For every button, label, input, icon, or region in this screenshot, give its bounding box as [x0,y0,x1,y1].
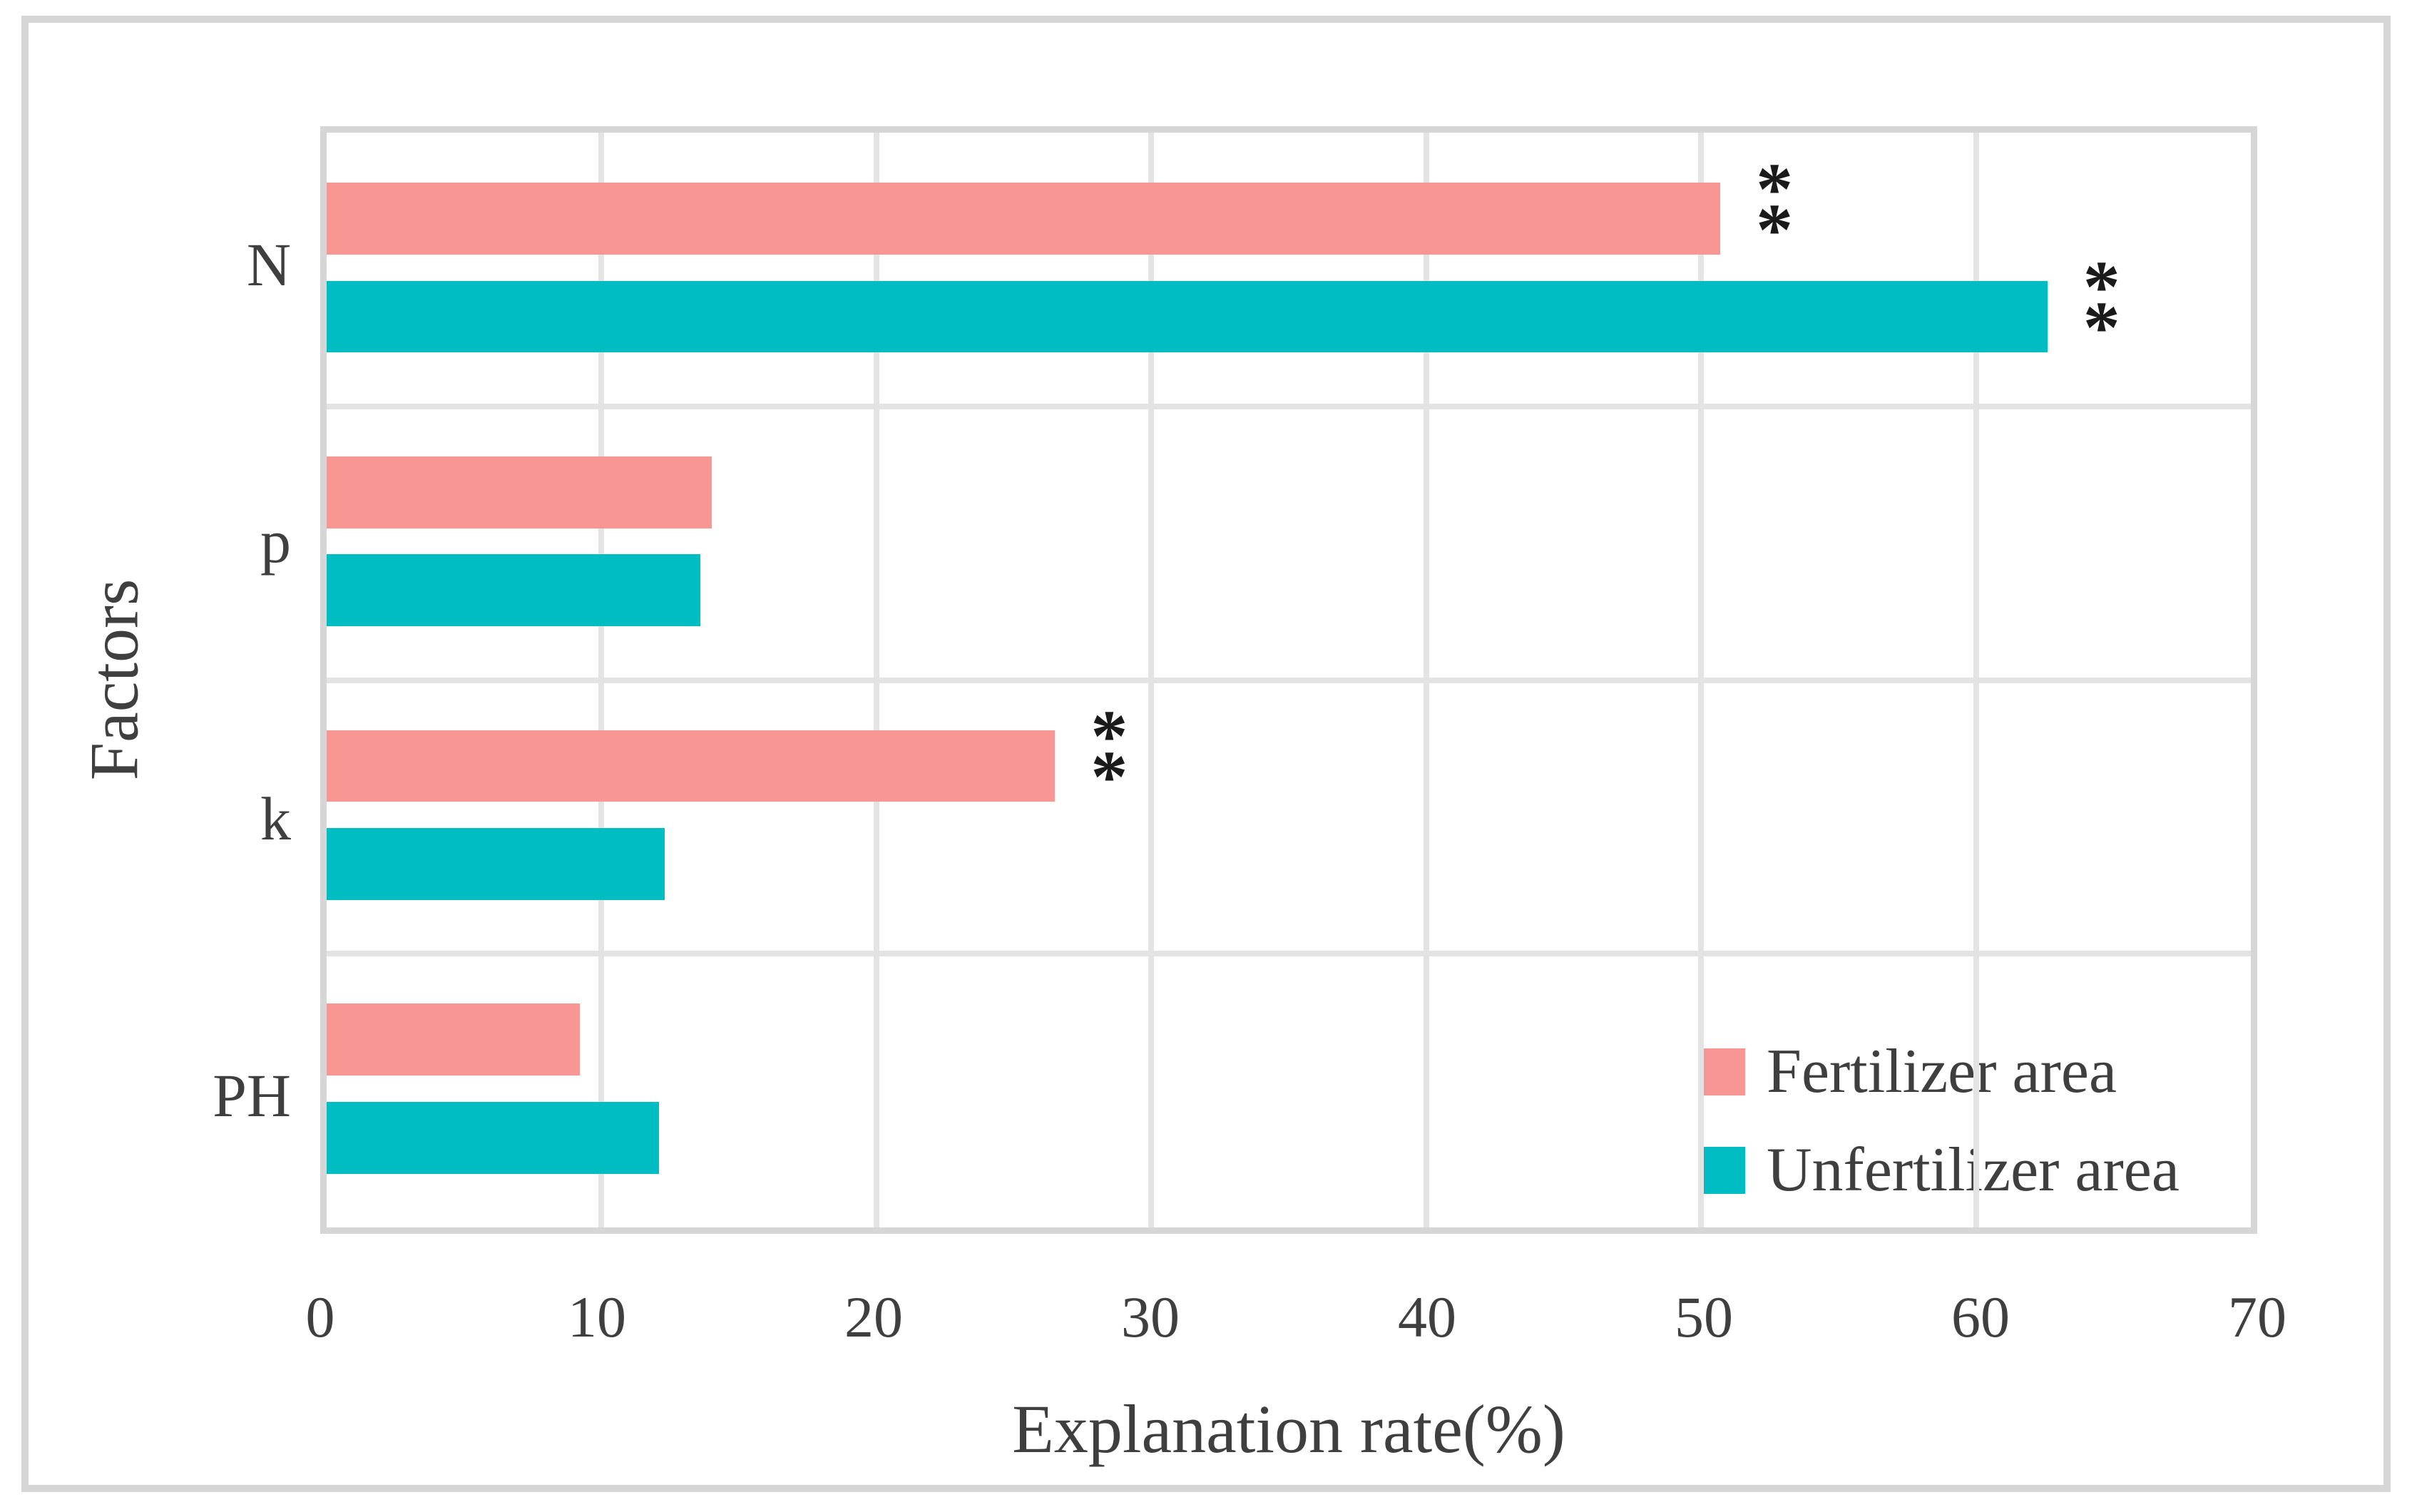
category-label-PH: PH [213,1061,291,1130]
unfertilizer-swatch-icon [1700,1147,1745,1194]
x-tick-label: 40 [1398,1284,1456,1349]
x-tick-label: 0 [305,1284,335,1349]
category-label-p: p [260,507,291,576]
category-label-k: k [260,784,291,853]
significance-marker: * * [2083,245,2120,369]
bar-fertilizer-PH [327,1003,580,1076]
x-tick-label: 30 [1121,1284,1180,1349]
legend-item-fertilizer: Fertilizer area [1700,1041,2117,1103]
gridline-horizontal [327,951,2251,957]
x-tick-label: 10 [568,1284,626,1349]
gridline-horizontal [327,403,2251,409]
bar-unfertilizer-k [327,828,665,900]
x-axis-ticks: 0 10 20 30 40 50 60 70 [306,1284,2287,1349]
category-label-N: N [246,230,291,300]
bar-fertilizer-k [327,730,1056,802]
x-axis-title: Explanation rate(%) [1012,1391,1565,1467]
bar-unfertilizer-p [327,554,701,627]
gridline-horizontal [327,677,2251,683]
bar-unfertilizer-N [327,280,2048,353]
x-tick-label: 50 [1675,1284,1733,1349]
plot-area: Fertilizer area Unfertilizer area * * * *… [320,126,2257,1234]
x-tick-label: 60 [1951,1284,2010,1349]
bar-fertilizer-N [327,183,1721,255]
significance-marker: * * [1756,148,1794,271]
bar-fertilizer-p [327,456,712,528]
x-tick-label: 70 [2228,1284,2286,1349]
fertilizer-swatch-icon [1700,1048,1745,1095]
significance-marker: * * [1090,695,1128,819]
bar-unfertilizer-PH [327,1101,660,1174]
legend-item-unfertilizer: Unfertilizer area [1700,1139,2180,1202]
x-tick-label: 20 [844,1284,903,1349]
legend-label: Fertilizer area [1767,1037,2117,1106]
